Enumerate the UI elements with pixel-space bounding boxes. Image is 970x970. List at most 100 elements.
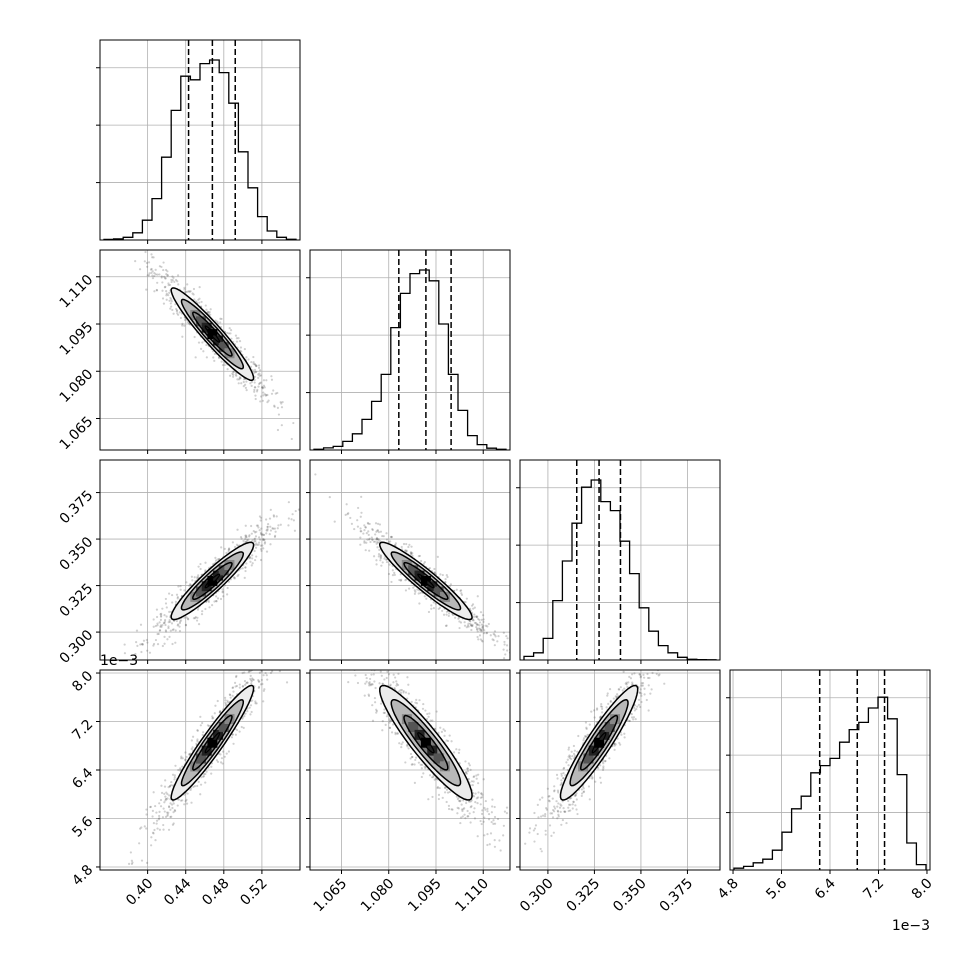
sample-point xyxy=(179,585,182,588)
sample-point xyxy=(470,604,474,607)
sample-point xyxy=(262,689,265,692)
sample-point xyxy=(417,592,420,595)
sample-point xyxy=(376,529,380,532)
sample-point xyxy=(168,619,171,622)
sample-point xyxy=(475,616,479,619)
sample-point xyxy=(287,524,290,527)
sample-point xyxy=(409,551,412,554)
sample-point xyxy=(424,767,427,770)
sample-point xyxy=(201,721,204,725)
sample-point xyxy=(218,711,221,714)
density-cells xyxy=(190,713,235,772)
sample-point xyxy=(154,804,157,808)
sample-point xyxy=(555,773,559,777)
sample-point xyxy=(230,736,234,739)
sample-point xyxy=(152,625,155,628)
sample-point xyxy=(378,548,381,551)
sample-point xyxy=(163,620,166,623)
sample-point xyxy=(254,386,257,389)
sample-point xyxy=(156,273,159,276)
sample-point xyxy=(155,615,159,619)
sample-point xyxy=(259,374,263,377)
sample-point xyxy=(367,522,370,525)
sample-point xyxy=(502,834,505,837)
sample-point xyxy=(371,538,374,541)
sample-point xyxy=(196,739,199,743)
sample-point xyxy=(483,834,486,837)
sample-point xyxy=(463,807,466,810)
sample-point xyxy=(204,304,207,307)
sample-point xyxy=(413,781,417,784)
sample-point xyxy=(379,530,383,533)
sample-point xyxy=(150,836,153,839)
sample-point xyxy=(258,680,261,683)
sample-point xyxy=(394,731,397,734)
sample-point xyxy=(150,844,153,847)
sample-point xyxy=(341,664,343,666)
sample-point xyxy=(445,574,448,577)
sample-point xyxy=(239,377,242,380)
density-cell xyxy=(420,737,431,748)
sample-point xyxy=(244,383,247,386)
sample-point xyxy=(657,674,660,677)
sample-point xyxy=(177,798,180,801)
sample-point xyxy=(394,733,397,736)
sample-point xyxy=(418,602,421,605)
sample-point xyxy=(197,780,200,783)
sample-point xyxy=(138,268,142,271)
sample-point xyxy=(231,372,234,375)
sample-point xyxy=(163,801,166,804)
sample-point xyxy=(556,810,560,813)
sample-point xyxy=(175,593,179,596)
sample-point xyxy=(198,297,201,300)
sample-point xyxy=(388,719,391,722)
sample-point xyxy=(168,620,172,623)
sample-point xyxy=(252,362,255,366)
sample-point xyxy=(570,750,573,753)
y-tick-label: 0.325 xyxy=(57,581,97,621)
sample-point xyxy=(208,606,211,609)
sample-point xyxy=(280,624,282,626)
sample-point xyxy=(266,393,269,397)
sample-point xyxy=(190,739,193,742)
sample-point xyxy=(186,321,189,324)
sample-point xyxy=(159,625,162,628)
sample-point xyxy=(262,700,265,703)
sample-point xyxy=(257,376,260,379)
sample-point xyxy=(379,702,383,705)
sample-point xyxy=(159,798,163,802)
sample-point xyxy=(345,503,348,506)
sample-point xyxy=(173,778,176,781)
sample-point xyxy=(257,526,260,529)
sample-point xyxy=(381,729,384,732)
sample-point xyxy=(375,530,378,533)
sample-point xyxy=(442,728,445,731)
sample-point xyxy=(205,343,208,347)
sample-point xyxy=(168,291,171,294)
sample-point xyxy=(102,674,104,676)
sample-point xyxy=(464,771,468,775)
sample-point xyxy=(257,543,260,546)
sample-point xyxy=(252,530,255,533)
sample-point xyxy=(464,600,467,604)
sample-point xyxy=(449,583,453,586)
sample-point xyxy=(191,735,195,738)
sample-point xyxy=(376,663,378,665)
sample-point xyxy=(412,586,415,589)
sample-point xyxy=(593,716,596,719)
sample-point xyxy=(204,569,207,572)
sample-point xyxy=(145,288,148,291)
sample-point xyxy=(479,638,482,641)
sample-point xyxy=(249,677,252,681)
sample-point xyxy=(257,680,260,683)
x-tick-label: 0.44 xyxy=(161,875,194,908)
sample-point xyxy=(480,822,483,826)
sample-point xyxy=(436,555,439,559)
sample-point xyxy=(383,678,386,681)
sample-point xyxy=(176,280,179,283)
sample-point xyxy=(503,643,506,646)
sample-point xyxy=(346,647,348,649)
sample-point xyxy=(478,624,481,627)
sample-point xyxy=(428,566,431,570)
sample-point xyxy=(404,691,408,694)
